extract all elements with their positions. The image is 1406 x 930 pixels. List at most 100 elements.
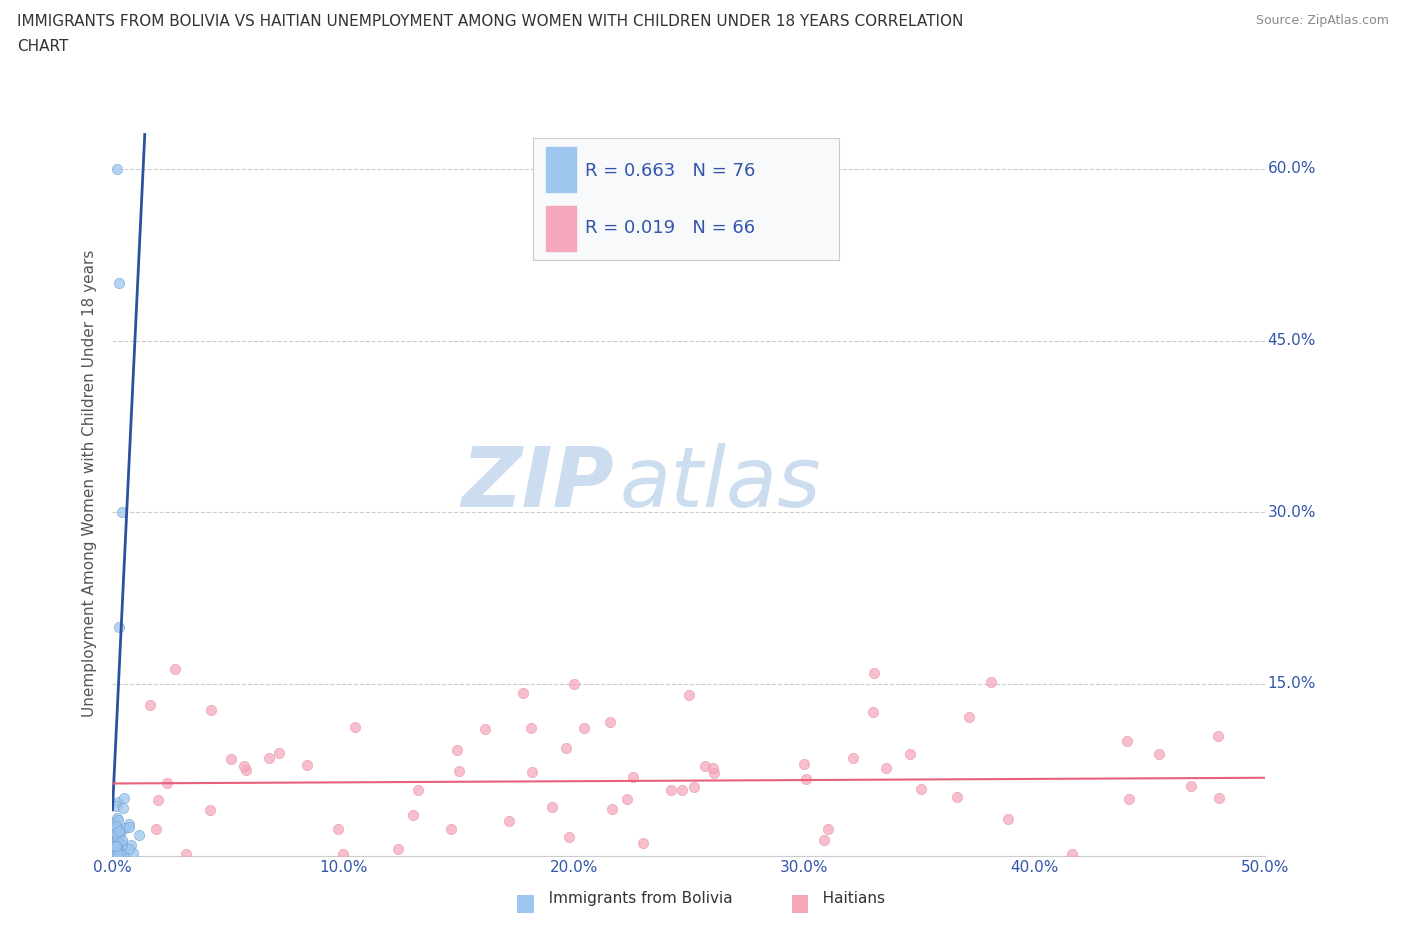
Point [616, 791, 638, 806]
Text: 45.0%: 45.0% [1268, 333, 1316, 348]
Point [326, 821, 349, 836]
Text: Source: ZipAtlas.com: Source: ZipAtlas.com [1256, 14, 1389, 27]
Point [957, 710, 980, 724]
Point [693, 758, 716, 773]
Point [104, 847, 127, 862]
Point [498, 814, 520, 829]
Point [440, 821, 463, 836]
Text: 30.0%: 30.0% [1268, 505, 1316, 520]
Point [105, 818, 128, 833]
Point [107, 795, 129, 810]
Point [631, 835, 654, 850]
Point [332, 847, 354, 862]
Point [105, 837, 128, 852]
Point [796, 772, 818, 787]
Point [120, 838, 142, 853]
Point [146, 792, 169, 807]
Point [200, 703, 222, 718]
Point [259, 751, 281, 766]
Point [295, 758, 318, 773]
Point [449, 764, 471, 778]
Point [103, 845, 125, 860]
Point [107, 847, 129, 862]
Point [659, 782, 682, 797]
Text: 15.0%: 15.0% [1268, 676, 1316, 691]
Point [105, 811, 128, 826]
Point [702, 761, 724, 776]
Point [105, 827, 128, 842]
Point [111, 846, 134, 861]
Text: CHART: CHART [17, 39, 69, 54]
Point [219, 751, 242, 766]
Point [103, 825, 125, 840]
Point [1206, 728, 1229, 743]
Point [474, 722, 496, 737]
Point [267, 746, 290, 761]
Point [103, 847, 125, 862]
Point [1180, 778, 1202, 793]
Point [103, 847, 125, 862]
Point [103, 839, 125, 854]
Point [572, 721, 595, 736]
Point [111, 505, 134, 520]
Point [980, 674, 1002, 689]
Point [105, 821, 128, 836]
Point [174, 847, 197, 862]
Point [1118, 791, 1140, 806]
Point [862, 705, 884, 720]
Point [104, 822, 127, 837]
Point [104, 842, 127, 857]
Text: Immigrants from Bolivia: Immigrants from Bolivia [534, 891, 733, 906]
Point [703, 766, 725, 781]
Point [387, 842, 409, 857]
Point [105, 838, 128, 853]
Point [122, 845, 145, 860]
Point [105, 841, 128, 856]
Point [103, 816, 125, 830]
Point [118, 842, 141, 857]
Point [813, 832, 835, 847]
Point [512, 685, 534, 700]
Point [118, 819, 141, 834]
Point [875, 761, 897, 776]
Point [110, 844, 132, 858]
Point [111, 832, 134, 847]
Text: Haitians: Haitians [808, 891, 886, 906]
Point [104, 837, 127, 852]
Point [104, 798, 127, 813]
Point [599, 714, 621, 729]
Point [817, 822, 839, 837]
Point [110, 847, 132, 862]
Point [997, 812, 1019, 827]
Point [842, 751, 865, 765]
Point [128, 828, 150, 843]
Point [118, 817, 141, 831]
Point [519, 721, 541, 736]
Point [562, 676, 585, 691]
Text: IMMIGRANTS FROM BOLIVIA VS HAITIAN UNEMPLOYMENT AMONG WOMEN WITH CHILDREN UNDER : IMMIGRANTS FROM BOLIVIA VS HAITIAN UNEMP… [17, 14, 963, 29]
Point [1208, 790, 1230, 805]
Point [108, 276, 131, 291]
Point [1116, 734, 1139, 749]
Point [402, 807, 425, 822]
Point [1147, 747, 1170, 762]
Point [104, 829, 127, 844]
Point [862, 666, 884, 681]
Point [540, 800, 562, 815]
Point [946, 790, 969, 804]
Point [105, 830, 128, 844]
Point [139, 698, 162, 712]
Point [671, 782, 693, 797]
Point [108, 619, 131, 634]
Y-axis label: Unemployment Among Women with Children Under 18 years: Unemployment Among Women with Children U… [82, 250, 97, 717]
Point [198, 803, 221, 817]
Point [107, 842, 129, 857]
Point [105, 839, 128, 854]
Point [910, 782, 932, 797]
Point [103, 841, 125, 856]
Point [156, 776, 179, 790]
Point [235, 763, 257, 777]
Point [108, 824, 131, 839]
Point [623, 770, 645, 785]
Point [793, 757, 815, 772]
